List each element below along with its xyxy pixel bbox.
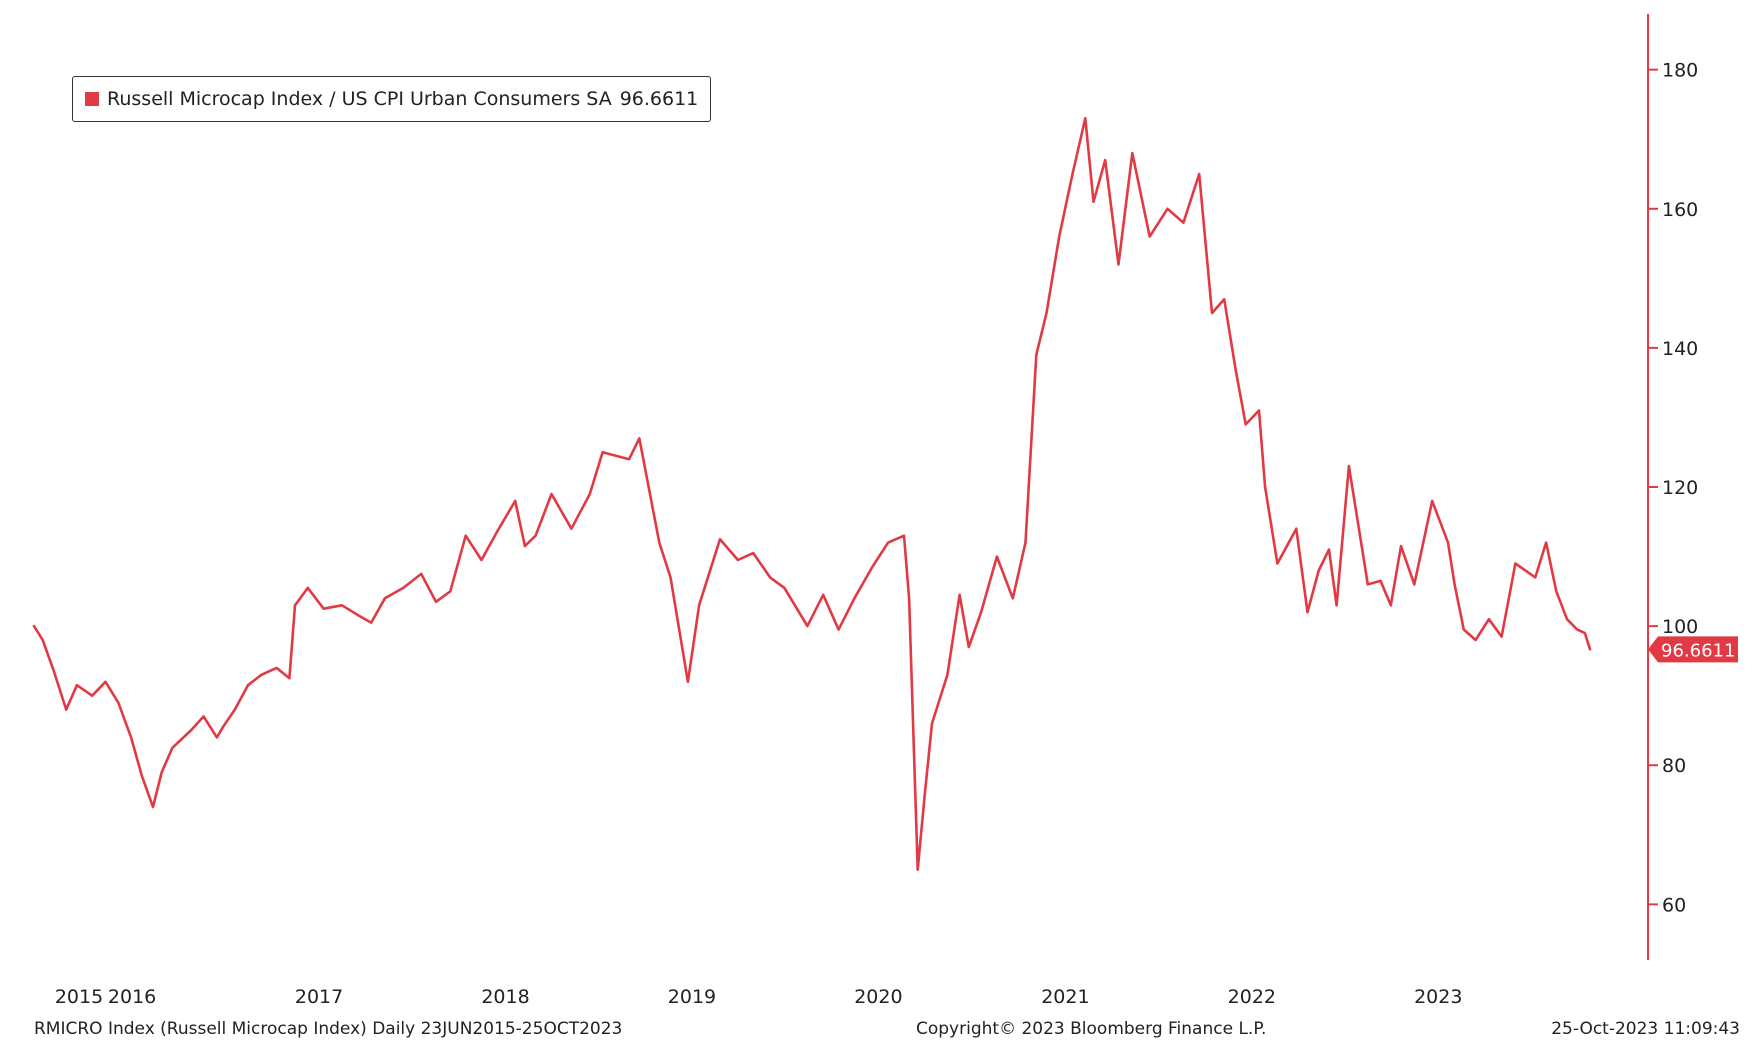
- last-value-tag: [1648, 636, 1738, 663]
- y-tick-label: 60: [1662, 894, 1686, 916]
- y-tick-label: 180: [1662, 60, 1698, 82]
- x-axis: 2015 2016 2017 2018 2019 2020 2021 2022 2023: [55, 986, 1463, 1008]
- x-tick-label: 2017: [295, 986, 343, 1008]
- x-tick-label: 2019: [668, 986, 716, 1008]
- y-tick-label: 80: [1662, 755, 1686, 777]
- legend: Russell Microcap Index / US CPI Urban Co…: [72, 76, 712, 122]
- footer-source: RMICRO Index (Russell Microcap Index) Da…: [34, 1019, 623, 1039]
- x-tick-label: 2022: [1228, 986, 1276, 1008]
- legend-label: Russell Microcap Index / US CPI Urban Co…: [107, 88, 612, 110]
- last-value-marker: 96.6611: [1648, 636, 1738, 663]
- footer-copyright: Copyright© 2023 Bloomberg Finance L.P.: [916, 1019, 1267, 1039]
- y-tick-label: 140: [1662, 338, 1698, 360]
- x-tick-label: 2015: [55, 986, 103, 1008]
- x-tick-label: 2016: [108, 986, 156, 1008]
- y-tick-label: 160: [1662, 199, 1698, 221]
- legend-last-value: 96.6611: [619, 88, 699, 110]
- last-value-label: 96.6611: [1661, 640, 1735, 661]
- x-tick-label: 2020: [854, 986, 902, 1008]
- series-line: [32, 117, 1592, 871]
- y-axis: 60 80 100 120 140 160 180: [1647, 14, 1698, 960]
- footer-timestamp: 25-Oct-2023 11:09:43: [1551, 1019, 1740, 1039]
- legend-swatch: [85, 92, 99, 106]
- series-layer: [32, 117, 1592, 871]
- y-tick-label: 120: [1662, 477, 1698, 499]
- x-tick-label: 2023: [1414, 986, 1462, 1008]
- x-tick-label: 2021: [1041, 986, 1089, 1008]
- y-tick-label: 100: [1662, 616, 1698, 638]
- x-tick-label: 2018: [481, 986, 529, 1008]
